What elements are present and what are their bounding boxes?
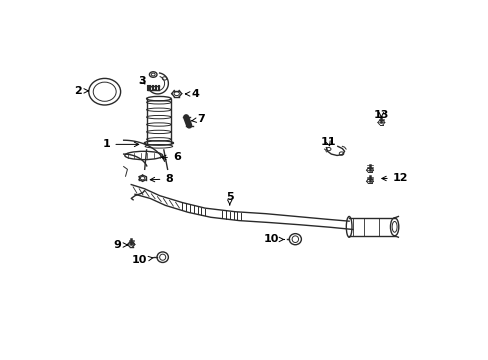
Text: 3: 3 [139, 76, 146, 86]
Text: 6: 6 [162, 152, 181, 162]
Text: 10: 10 [263, 234, 284, 244]
Text: 13: 13 [373, 110, 388, 120]
Text: 10: 10 [132, 255, 153, 265]
Text: 5: 5 [225, 192, 233, 205]
Text: 12: 12 [381, 174, 407, 184]
Text: 1: 1 [102, 139, 139, 149]
Text: 2: 2 [74, 86, 88, 96]
Text: 7: 7 [191, 114, 205, 125]
Text: 8: 8 [150, 174, 173, 184]
Text: 11: 11 [320, 137, 335, 147]
Text: 9: 9 [113, 240, 127, 250]
Text: 4: 4 [185, 89, 199, 99]
